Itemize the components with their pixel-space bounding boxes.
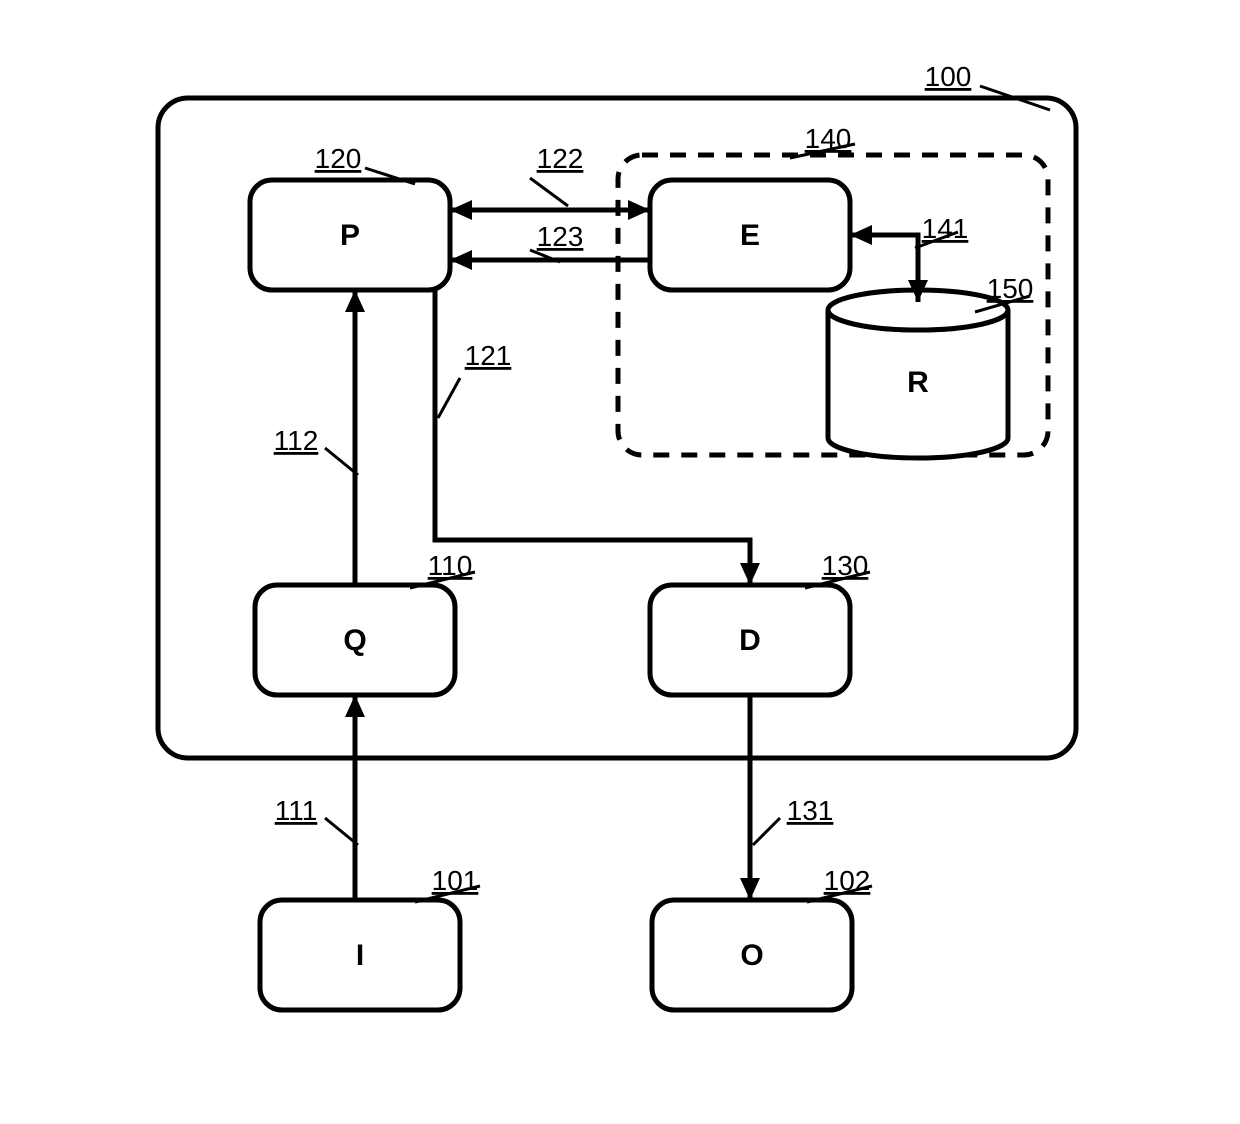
svg-text:R: R — [907, 366, 929, 399]
svg-text:130: 130 — [822, 550, 869, 581]
svg-text:123: 123 — [537, 221, 584, 252]
svg-text:141: 141 — [922, 213, 969, 244]
svg-text:D: D — [739, 624, 761, 657]
svg-text:E: E — [740, 219, 760, 252]
svg-text:100: 100 — [925, 61, 972, 92]
svg-text:120: 120 — [315, 143, 362, 174]
svg-text:111: 111 — [275, 795, 318, 826]
svg-text:121: 121 — [465, 340, 512, 371]
svg-text:131: 131 — [787, 795, 834, 826]
svg-text:122: 122 — [537, 143, 584, 174]
svg-text:I: I — [356, 939, 364, 972]
svg-text:O: O — [740, 939, 763, 972]
svg-text:Q: Q — [343, 624, 366, 657]
svg-text:110: 110 — [428, 550, 473, 581]
svg-text:112: 112 — [274, 425, 319, 456]
svg-text:150: 150 — [987, 273, 1034, 304]
svg-text:P: P — [340, 219, 360, 252]
